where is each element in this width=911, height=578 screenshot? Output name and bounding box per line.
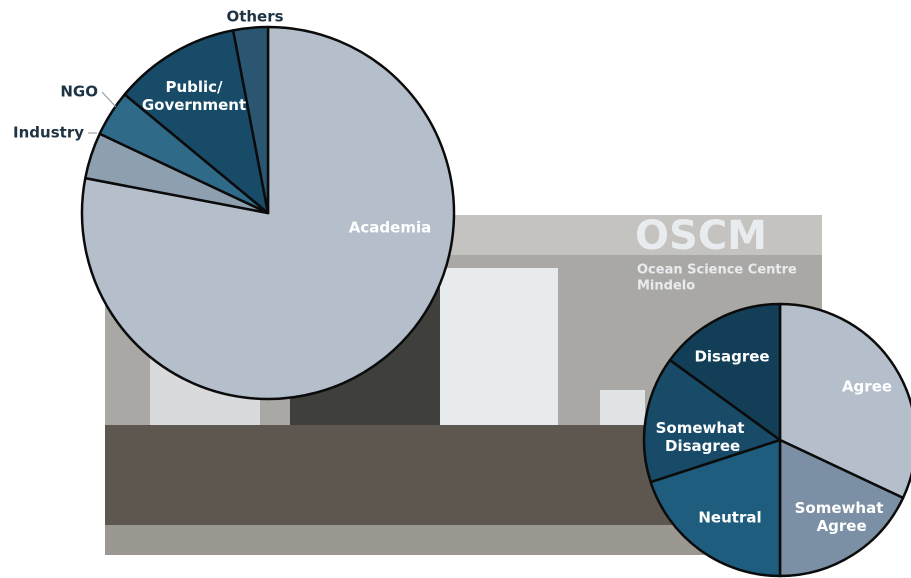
slice-label: Neutral (698, 509, 761, 527)
slice-label: Somewhat Disagree (656, 419, 745, 455)
slice-label: NGO (60, 83, 98, 101)
photo-sign-line: Mindelo (637, 279, 695, 294)
photo-door (440, 268, 558, 438)
leader-line (102, 92, 116, 107)
slice-label: Others (226, 8, 283, 26)
photo-sign: OSCM (635, 213, 767, 259)
slice-label: Academia (349, 219, 431, 237)
slice-label: Agree (842, 378, 892, 396)
slice-label: Disagree (694, 348, 769, 366)
infographic: OSCM Ocean Science Centre Mindelo Academ… (0, 0, 911, 578)
slice-label: Industry (13, 124, 84, 142)
photo-sign-line: Ocean Science Centre (637, 263, 797, 278)
